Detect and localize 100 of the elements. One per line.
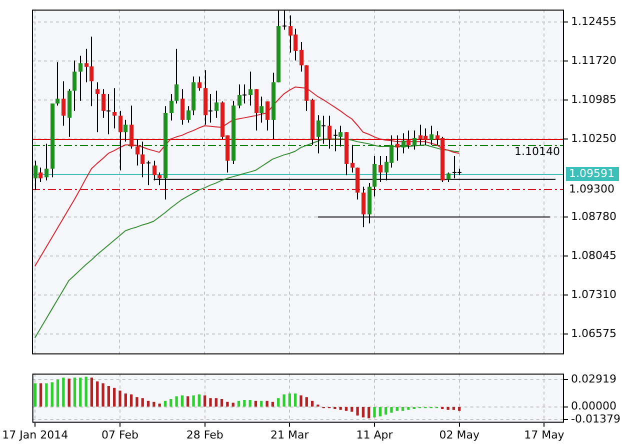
- candlestick: [62, 80, 66, 126]
- y-tick-label: 1.12455: [571, 14, 616, 28]
- candlestick: [38, 167, 42, 182]
- bar: [102, 383, 104, 407]
- bar: [401, 406, 404, 411]
- candlestick: [406, 130, 410, 150]
- candlestick: [254, 88, 258, 132]
- bar: [50, 382, 54, 407]
- y-tick-label: 0.02919: [571, 372, 616, 386]
- x-tick-label: 02 May: [439, 428, 480, 442]
- bar: [266, 400, 268, 407]
- candlestick: [328, 115, 332, 150]
- bar: [56, 380, 60, 407]
- candlestick: [321, 115, 326, 144]
- candlestick: [56, 62, 60, 106]
- candlestick: [78, 55, 82, 102]
- bar: [339, 406, 342, 410]
- candlestick: [96, 82, 100, 133]
- x-tick-label: 28 Feb: [186, 428, 224, 442]
- bar: [113, 388, 116, 407]
- y-tick-label: -0.01379: [571, 412, 620, 426]
- candlestick: [118, 110, 122, 171]
- bar: [396, 406, 398, 411]
- bar: [68, 378, 70, 407]
- candlestick: [198, 76, 202, 92]
- bar: [152, 402, 156, 407]
- bar: [141, 398, 144, 407]
- candlestick: [266, 100, 270, 132]
- candlestick: [208, 93, 213, 124]
- candlestick: [106, 93, 111, 135]
- candlestick: [72, 60, 76, 112]
- bar: [136, 397, 138, 407]
- candlestick: [350, 144, 354, 173]
- bar: [204, 395, 206, 407]
- bar: [390, 406, 393, 413]
- bar: [373, 406, 376, 418]
- bar: [294, 393, 297, 407]
- candlestick: [402, 132, 406, 154]
- ref-line-label: 1.10140: [514, 145, 560, 158]
- bar: [186, 396, 190, 407]
- bar: [79, 378, 82, 407]
- candlestick: [136, 138, 140, 166]
- bar: [368, 406, 370, 418]
- candlestick: [140, 141, 144, 178]
- bar: [277, 398, 280, 407]
- candlestick: [170, 93, 174, 121]
- bar: [84, 376, 88, 407]
- bar: [146, 400, 150, 407]
- candlestick: [260, 96, 264, 124]
- bar: [350, 406, 354, 412]
- bar: [237, 400, 240, 407]
- bar: [198, 394, 200, 407]
- bar: [310, 400, 314, 407]
- bar: [254, 400, 258, 407]
- candlestick: [242, 84, 247, 104]
- x-tick-label: 17 May: [524, 428, 565, 442]
- bar: [344, 406, 348, 411]
- bar: [192, 395, 195, 407]
- bar: [34, 383, 36, 407]
- bar: [158, 404, 161, 407]
- bar: [446, 406, 450, 410]
- candlestick: [412, 130, 416, 150]
- bar: [248, 400, 252, 407]
- candlestick: [396, 134, 400, 162]
- bar: [243, 400, 246, 407]
- bar: [130, 394, 133, 407]
- candlestick: [180, 88, 184, 126]
- y-tick-label: 1.10250: [571, 132, 616, 145]
- x-tick-label: 17 Jan 2014: [2, 428, 68, 442]
- bar: [124, 393, 127, 407]
- candlestick: [300, 41, 304, 72]
- y-tick-label: 1.10985: [571, 92, 616, 106]
- bar: [96, 381, 99, 407]
- bar: [39, 383, 42, 407]
- bar: [220, 399, 224, 407]
- candlestick: [112, 88, 116, 129]
- bar: [282, 394, 286, 407]
- bar: [356, 406, 359, 416]
- bar: [107, 386, 110, 407]
- y-tick-label: 1.11720: [571, 54, 616, 67]
- candlestick: [130, 105, 134, 150]
- y-tick-label: 1.07310: [571, 288, 616, 301]
- bar: [378, 406, 382, 416]
- bar: [226, 402, 229, 407]
- bar: [118, 390, 122, 407]
- bar: [384, 406, 388, 415]
- bar: [362, 406, 365, 418]
- bar: [288, 393, 291, 407]
- y-tick-label: 1.06575: [571, 326, 616, 340]
- x-tick-label: 07 Feb: [101, 428, 138, 442]
- candlestick: [248, 71, 252, 106]
- bar: [452, 406, 456, 410]
- bar: [209, 398, 212, 407]
- bar: [62, 378, 65, 407]
- bar: [90, 378, 94, 407]
- x-tick-label: 21 Mar: [270, 428, 310, 442]
- candlestick: [430, 125, 434, 146]
- bar: [458, 406, 461, 411]
- candlestick: [174, 48, 178, 104]
- candlestick: [214, 90, 218, 118]
